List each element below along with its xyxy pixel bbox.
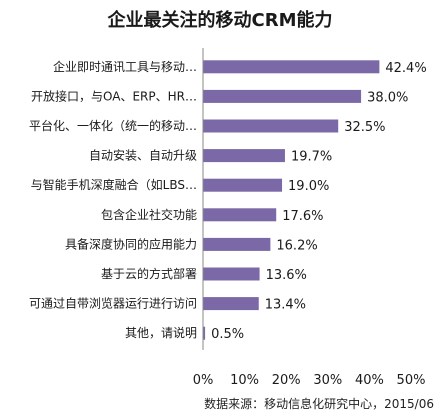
- category-label-7: 基于云的方式部署: [101, 266, 197, 281]
- chart-title: 企业最关注的移动CRM能力: [107, 10, 333, 31]
- x-tick-label-0: 0%: [193, 373, 214, 388]
- value-label-8: 13.4%: [265, 298, 306, 313]
- category-label-4: 与智能手机深度融合（如LBS…: [31, 177, 197, 192]
- bar-5: [203, 208, 277, 222]
- bar-6: [203, 237, 271, 251]
- category-label-1: 开放接口，与OA、ERP、HR…: [31, 88, 197, 103]
- value-label-0: 42.4%: [385, 61, 426, 76]
- value-label-4: 19.0%: [288, 179, 329, 194]
- value-label-3: 19.7%: [291, 150, 332, 165]
- category-label-5: 包含企业社交功能: [101, 207, 197, 222]
- x-tick-label-2: 20%: [272, 373, 301, 388]
- bar-8: [203, 297, 259, 311]
- x-tick-label-3: 30%: [313, 373, 342, 388]
- value-label-6: 16.2%: [276, 238, 317, 253]
- x-tick-label-4: 40%: [355, 373, 384, 388]
- bar-1: [203, 89, 362, 103]
- category-label-6: 具备深度协同的应用能力: [65, 236, 197, 251]
- bar-2: [203, 119, 339, 133]
- bar-3: [203, 149, 285, 163]
- value-label-5: 17.6%: [282, 209, 323, 224]
- value-label-1: 38.0%: [367, 90, 408, 105]
- data-source: 数据来源：移动信息化研究中心，2015/06: [204, 397, 434, 411]
- x-tick-label-1: 10%: [230, 373, 259, 388]
- x-tick-label-5: 50%: [397, 373, 426, 388]
- bar-0: [203, 60, 380, 74]
- bar-7: [203, 267, 260, 281]
- category-label-9: 其他，请说明: [125, 325, 197, 340]
- bar-9: [203, 326, 206, 340]
- category-label-2: 平台化、一体化（统一的移动…: [29, 118, 197, 133]
- category-label-8: 可通过自带浏览器运行进行访问: [29, 296, 197, 311]
- category-label-3: 自动安装、自动升级: [89, 148, 197, 163]
- value-label-2: 32.5%: [344, 120, 385, 135]
- bar-4: [203, 178, 283, 192]
- value-label-7: 13.6%: [266, 268, 307, 283]
- value-label-9: 0.5%: [211, 327, 244, 342]
- category-label-0: 企业即时通讯工具与移动…: [53, 59, 197, 74]
